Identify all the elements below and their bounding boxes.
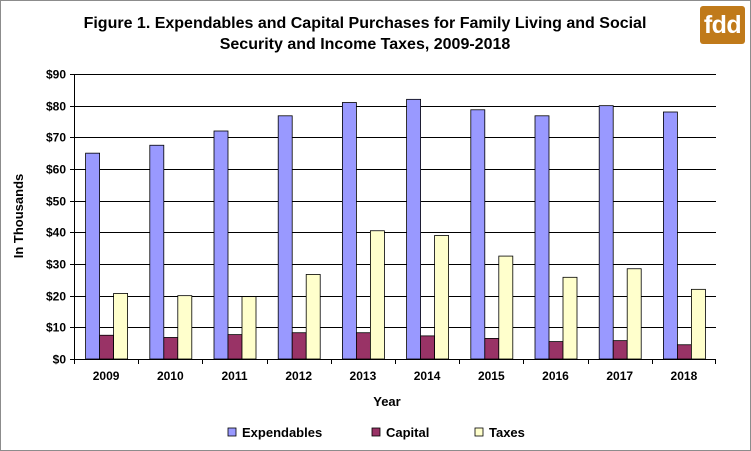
bar-taxes-2014 bbox=[434, 235, 450, 360]
bar-taxes-2013 bbox=[369, 230, 385, 360]
bar-capital-2017 bbox=[612, 340, 628, 360]
legend-label-taxes: Taxes bbox=[489, 425, 525, 440]
bar-expendables-2016 bbox=[534, 115, 550, 360]
bar-expendables-2014 bbox=[406, 98, 422, 360]
x-axis-title: Year bbox=[373, 394, 400, 409]
bar-capital-2018 bbox=[677, 344, 692, 360]
x-axis-tick-labels: 2009 2010 2011 2012 2013 2014 2015 2016 2017 2018 bbox=[74, 359, 716, 383]
x-tick-label: 2012 bbox=[285, 369, 312, 383]
bar-expendables-2018 bbox=[663, 111, 678, 360]
bar-capital-2014 bbox=[420, 335, 436, 360]
legend: Expendables Capital Taxes bbox=[227, 425, 525, 440]
x-tick-label: 2014 bbox=[414, 369, 441, 383]
bar-capital-2016 bbox=[548, 341, 564, 360]
bar-capital-2013 bbox=[355, 332, 371, 360]
bars bbox=[85, 98, 706, 360]
fdd-logo: fdd bbox=[700, 6, 745, 44]
x-tick-label: 2011 bbox=[221, 369, 247, 383]
y-tick-label: $70 bbox=[46, 131, 66, 145]
x-tick-label: 2015 bbox=[478, 369, 505, 383]
legend-swatch-capital bbox=[371, 427, 381, 437]
bar-taxes-2015 bbox=[498, 255, 514, 360]
y-tick-label: $60 bbox=[46, 163, 66, 177]
legend-label-capital: Capital bbox=[386, 425, 429, 440]
bar-expendables-2011 bbox=[213, 130, 229, 360]
chart-title: Figure 1. Expendables and Capital Purcha… bbox=[40, 13, 690, 55]
bar-capital-2009 bbox=[99, 334, 114, 360]
bar-capital-2010 bbox=[163, 337, 179, 360]
bar-taxes-2016 bbox=[562, 276, 578, 360]
chart-title-line-2: Security and Income Taxes, 2009-2018 bbox=[219, 36, 511, 53]
x-tick-label: 2010 bbox=[157, 369, 184, 383]
y-tick-label: $50 bbox=[46, 195, 66, 209]
y-axis-tick-labels: $0 $10 $20 $30 $40 $50 $60 $70 $80 $90 bbox=[46, 68, 74, 367]
bar-taxes-2012 bbox=[305, 274, 321, 360]
y-axis-title: In Thousands bbox=[11, 174, 26, 259]
bar-capital-2015 bbox=[484, 338, 500, 360]
bar-expendables-2012 bbox=[277, 115, 293, 360]
y-tick-label: $20 bbox=[46, 290, 66, 304]
y-tick-label: $30 bbox=[46, 258, 66, 272]
legend-swatch-expendables bbox=[227, 427, 237, 437]
bar-taxes-2011 bbox=[241, 296, 257, 360]
bar-expendables-2010 bbox=[149, 144, 165, 360]
y-tick-label: $90 bbox=[46, 68, 66, 82]
bar-expendables-2015 bbox=[470, 109, 486, 360]
x-tick-label: 2009 bbox=[93, 369, 120, 383]
x-tick-label: 2013 bbox=[350, 369, 377, 383]
x-tick-label: 2017 bbox=[606, 369, 633, 383]
y-tick-label: $40 bbox=[46, 226, 66, 240]
bar-expendables-2009 bbox=[85, 152, 100, 360]
y-tick-label: $10 bbox=[46, 321, 66, 335]
bar-expendables-2013 bbox=[341, 102, 357, 360]
bar-capital-2011 bbox=[227, 334, 243, 360]
x-tick-label: 2016 bbox=[542, 369, 569, 383]
bar-taxes-2010 bbox=[177, 295, 193, 360]
x-tick-label: 2018 bbox=[671, 369, 698, 383]
chart-title-line-1: Figure 1. Expendables and Capital Purcha… bbox=[83, 15, 647, 32]
plot-area bbox=[74, 74, 716, 359]
bar-taxes-2018 bbox=[691, 288, 706, 360]
y-tick-label: $80 bbox=[46, 100, 66, 114]
bar-taxes-2017 bbox=[626, 268, 642, 360]
bar-capital-2012 bbox=[291, 332, 307, 360]
legend-swatch-taxes bbox=[474, 427, 484, 437]
bar-taxes-2009 bbox=[113, 293, 128, 360]
y-tick-label: $0 bbox=[53, 353, 67, 367]
bar-expendables-2017 bbox=[598, 105, 614, 360]
legend-label-expendables: Expendables bbox=[242, 425, 322, 440]
